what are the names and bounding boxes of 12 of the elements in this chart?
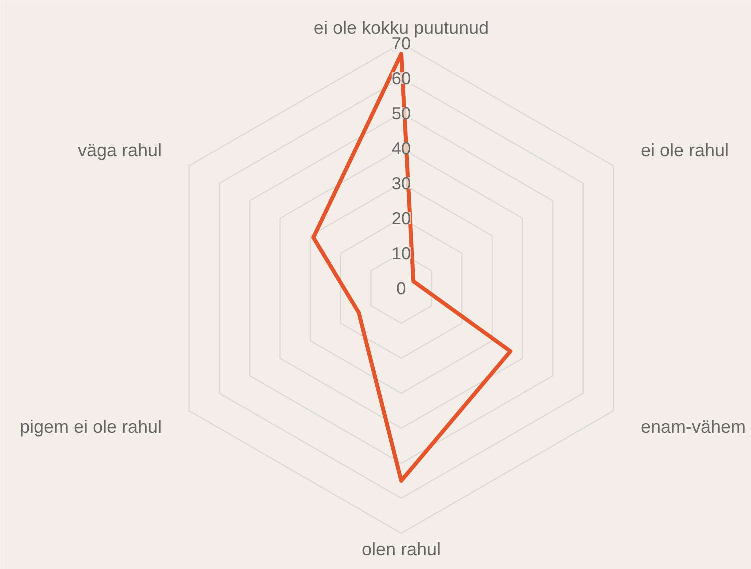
y-tick-label: 50	[392, 104, 412, 124]
spoke-label: enam-vähem	[640, 416, 746, 437]
y-tick-label: 0	[396, 278, 406, 298]
spoke-label: olen rahul	[362, 539, 442, 560]
spoke-label: pigem ei ole rahul	[20, 416, 162, 437]
y-tick-label: 20	[392, 208, 412, 228]
spoke-label: ei ole rahul	[640, 140, 730, 160]
y-tick-label: 40	[392, 138, 412, 158]
y-tick-label: 60	[392, 68, 412, 88]
spoke-label: väga rahul	[78, 140, 162, 160]
y-tick-label: 30	[392, 174, 412, 194]
y-tick-label: 10	[392, 244, 412, 264]
